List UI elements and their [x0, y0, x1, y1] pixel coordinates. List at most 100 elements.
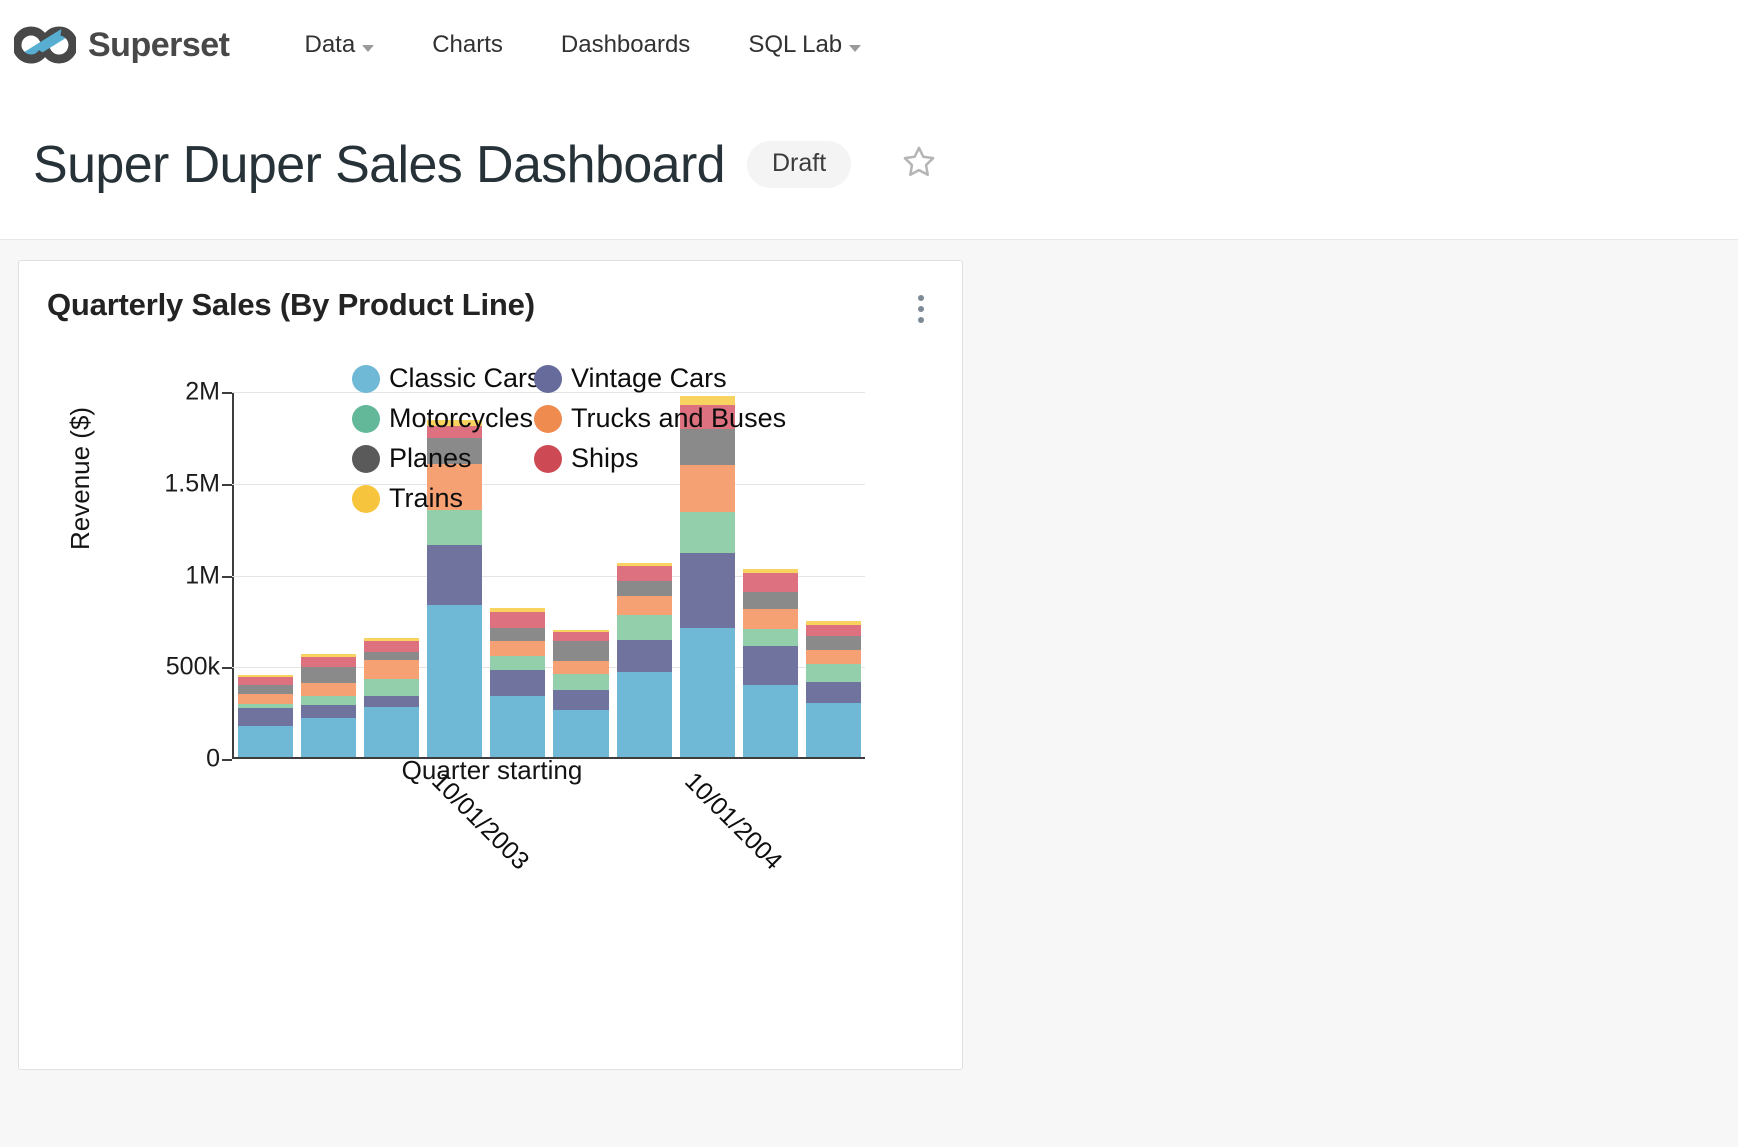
- bar-segment-planes[interactable]: [427, 437, 483, 465]
- stacked-bar[interactable]: [297, 390, 360, 757]
- bar-segment-trucks-and-buses[interactable]: [490, 640, 546, 657]
- bar-segment-ships[interactable]: [742, 572, 798, 592]
- stacked-bar[interactable]: [739, 390, 802, 757]
- bar-segment-motorcycles[interactable]: [805, 664, 861, 682]
- legend-item-classic-cars[interactable]: Classic Cars: [352, 363, 541, 394]
- bar-segment-trucks-and-buses[interactable]: [616, 596, 672, 615]
- legend-item-trains[interactable]: Trains: [352, 483, 534, 514]
- nav-item-data-label: Data: [304, 31, 356, 58]
- bar-segment-motorcycles[interactable]: [490, 656, 546, 670]
- bar-segment-ships[interactable]: [490, 612, 546, 628]
- bar-segment-planes[interactable]: [490, 627, 546, 641]
- bar-segment-vintage-cars[interactable]: [553, 690, 609, 711]
- bar-segment-classic-cars[interactable]: [364, 706, 420, 757]
- bar-segment-planes[interactable]: [805, 635, 861, 650]
- bar-segment-vintage-cars[interactable]: [679, 553, 735, 628]
- bar-segment-trucks-and-buses[interactable]: [427, 464, 483, 511]
- nav-item-sql-lab[interactable]: SQL Lab: [719, 31, 890, 59]
- bar-segment-ships[interactable]: [616, 566, 672, 581]
- bar-segment-trucks-and-buses[interactable]: [553, 660, 609, 674]
- bar-segment-ships[interactable]: [238, 677, 294, 685]
- favorite-star-button[interactable]: [899, 145, 939, 185]
- bar-segment-motorcycles[interactable]: [679, 512, 735, 554]
- stacked-bar[interactable]: [613, 390, 676, 757]
- bar-segment-ships[interactable]: [301, 657, 357, 668]
- bar-segment-vintage-cars[interactable]: [742, 646, 798, 686]
- nav-item-dashboards[interactable]: Dashboards: [532, 31, 719, 59]
- bar-segment-vintage-cars[interactable]: [364, 695, 420, 707]
- bar-segment-motorcycles[interactable]: [238, 703, 294, 709]
- kebab-menu-icon[interactable]: [908, 287, 934, 331]
- bar-segment-classic-cars[interactable]: [301, 717, 357, 757]
- stacked-bar[interactable]: [486, 390, 549, 757]
- bar-segment-planes[interactable]: [364, 651, 420, 660]
- bar-segment-vintage-cars[interactable]: [427, 545, 483, 605]
- bar-segment-trains[interactable]: [805, 621, 861, 625]
- legend-item-trucks-and-buses[interactable]: Trucks and Buses: [534, 403, 786, 434]
- bar-segment-motorcycles[interactable]: [364, 679, 420, 696]
- nav-item-charts-label: Charts: [432, 31, 503, 58]
- bar-segment-trains[interactable]: [742, 568, 798, 573]
- bar-segment-classic-cars[interactable]: [679, 627, 735, 757]
- stacked-bar[interactable]: [423, 390, 486, 757]
- bar-segment-trains[interactable]: [238, 675, 294, 678]
- bar-segment-trains[interactable]: [364, 637, 420, 641]
- bar-segment-planes[interactable]: [238, 684, 294, 694]
- bar-segment-classic-cars[interactable]: [742, 685, 798, 757]
- stacked-bar[interactable]: [676, 390, 739, 757]
- bar-segment-planes[interactable]: [616, 580, 672, 597]
- bar-segment-ships[interactable]: [679, 404, 735, 430]
- bar-segment-trains[interactable]: [679, 396, 735, 405]
- bar-segment-vintage-cars[interactable]: [805, 681, 861, 703]
- bar-segment-planes[interactable]: [553, 641, 609, 661]
- brand-home-link[interactable]: Superset: [12, 23, 230, 67]
- stacked-bar[interactable]: [360, 390, 423, 757]
- bar-segment-trucks-and-buses[interactable]: [301, 682, 357, 697]
- bar-segment-vintage-cars[interactable]: [616, 639, 672, 672]
- bar-segment-trains[interactable]: [616, 562, 672, 567]
- legend-item-motorcycles[interactable]: Motorcycles: [352, 403, 534, 434]
- bar-segment-trains[interactable]: [427, 420, 483, 426]
- bar-segment-motorcycles[interactable]: [553, 673, 609, 691]
- nav-item-data[interactable]: Data: [276, 31, 404, 59]
- bar-segment-planes[interactable]: [301, 667, 357, 683]
- bar-segment-vintage-cars[interactable]: [490, 669, 546, 696]
- bar-segment-ships[interactable]: [553, 632, 609, 642]
- stacked-bar[interactable]: [234, 390, 297, 757]
- bar-segment-classic-cars[interactable]: [238, 725, 294, 757]
- legend-item-label: Ships: [571, 443, 639, 473]
- bar-segment-motorcycles[interactable]: [427, 510, 483, 546]
- bar-segment-motorcycles[interactable]: [301, 696, 357, 705]
- bar-segment-motorcycles[interactable]: [742, 628, 798, 646]
- bar-segment-trucks-and-buses[interactable]: [364, 659, 420, 680]
- x-axis-title: Quarter starting: [401, 755, 583, 785]
- bar-segment-classic-cars[interactable]: [805, 702, 861, 757]
- legend-swatch-icon: [352, 444, 380, 473]
- bar-segment-ships[interactable]: [364, 640, 420, 652]
- bar-segment-trucks-and-buses[interactable]: [805, 649, 861, 665]
- legend-item-planes[interactable]: Planes: [352, 443, 534, 474]
- legend-item-ships[interactable]: Ships: [534, 443, 786, 474]
- legend-item-vintage-cars[interactable]: Vintage Cars: [534, 363, 786, 394]
- brand-text: Superset: [88, 25, 230, 64]
- bar-segment-trains[interactable]: [553, 629, 609, 633]
- bar-segment-motorcycles[interactable]: [616, 614, 672, 640]
- bar-segment-trucks-and-buses[interactable]: [238, 693, 294, 704]
- bar-segment-trains[interactable]: [490, 608, 546, 613]
- bar-segment-ships[interactable]: [805, 624, 861, 636]
- bar-segment-vintage-cars[interactable]: [238, 708, 294, 726]
- bar-segment-trucks-and-buses[interactable]: [679, 465, 735, 513]
- bar-segment-planes[interactable]: [679, 429, 735, 466]
- bar-segment-classic-cars[interactable]: [616, 671, 672, 757]
- bar-segment-classic-cars[interactable]: [553, 710, 609, 757]
- nav-item-charts[interactable]: Charts: [403, 31, 532, 59]
- bar-segment-ships[interactable]: [427, 425, 483, 438]
- bar-segment-classic-cars[interactable]: [490, 695, 546, 757]
- bar-segment-trains[interactable]: [301, 654, 357, 658]
- bar-segment-vintage-cars[interactable]: [301, 704, 357, 718]
- bar-segment-trucks-and-buses[interactable]: [742, 609, 798, 629]
- bar-segment-classic-cars[interactable]: [427, 604, 483, 757]
- stacked-bar[interactable]: [549, 390, 612, 757]
- bar-segment-planes[interactable]: [742, 591, 798, 610]
- stacked-bar[interactable]: [802, 390, 865, 757]
